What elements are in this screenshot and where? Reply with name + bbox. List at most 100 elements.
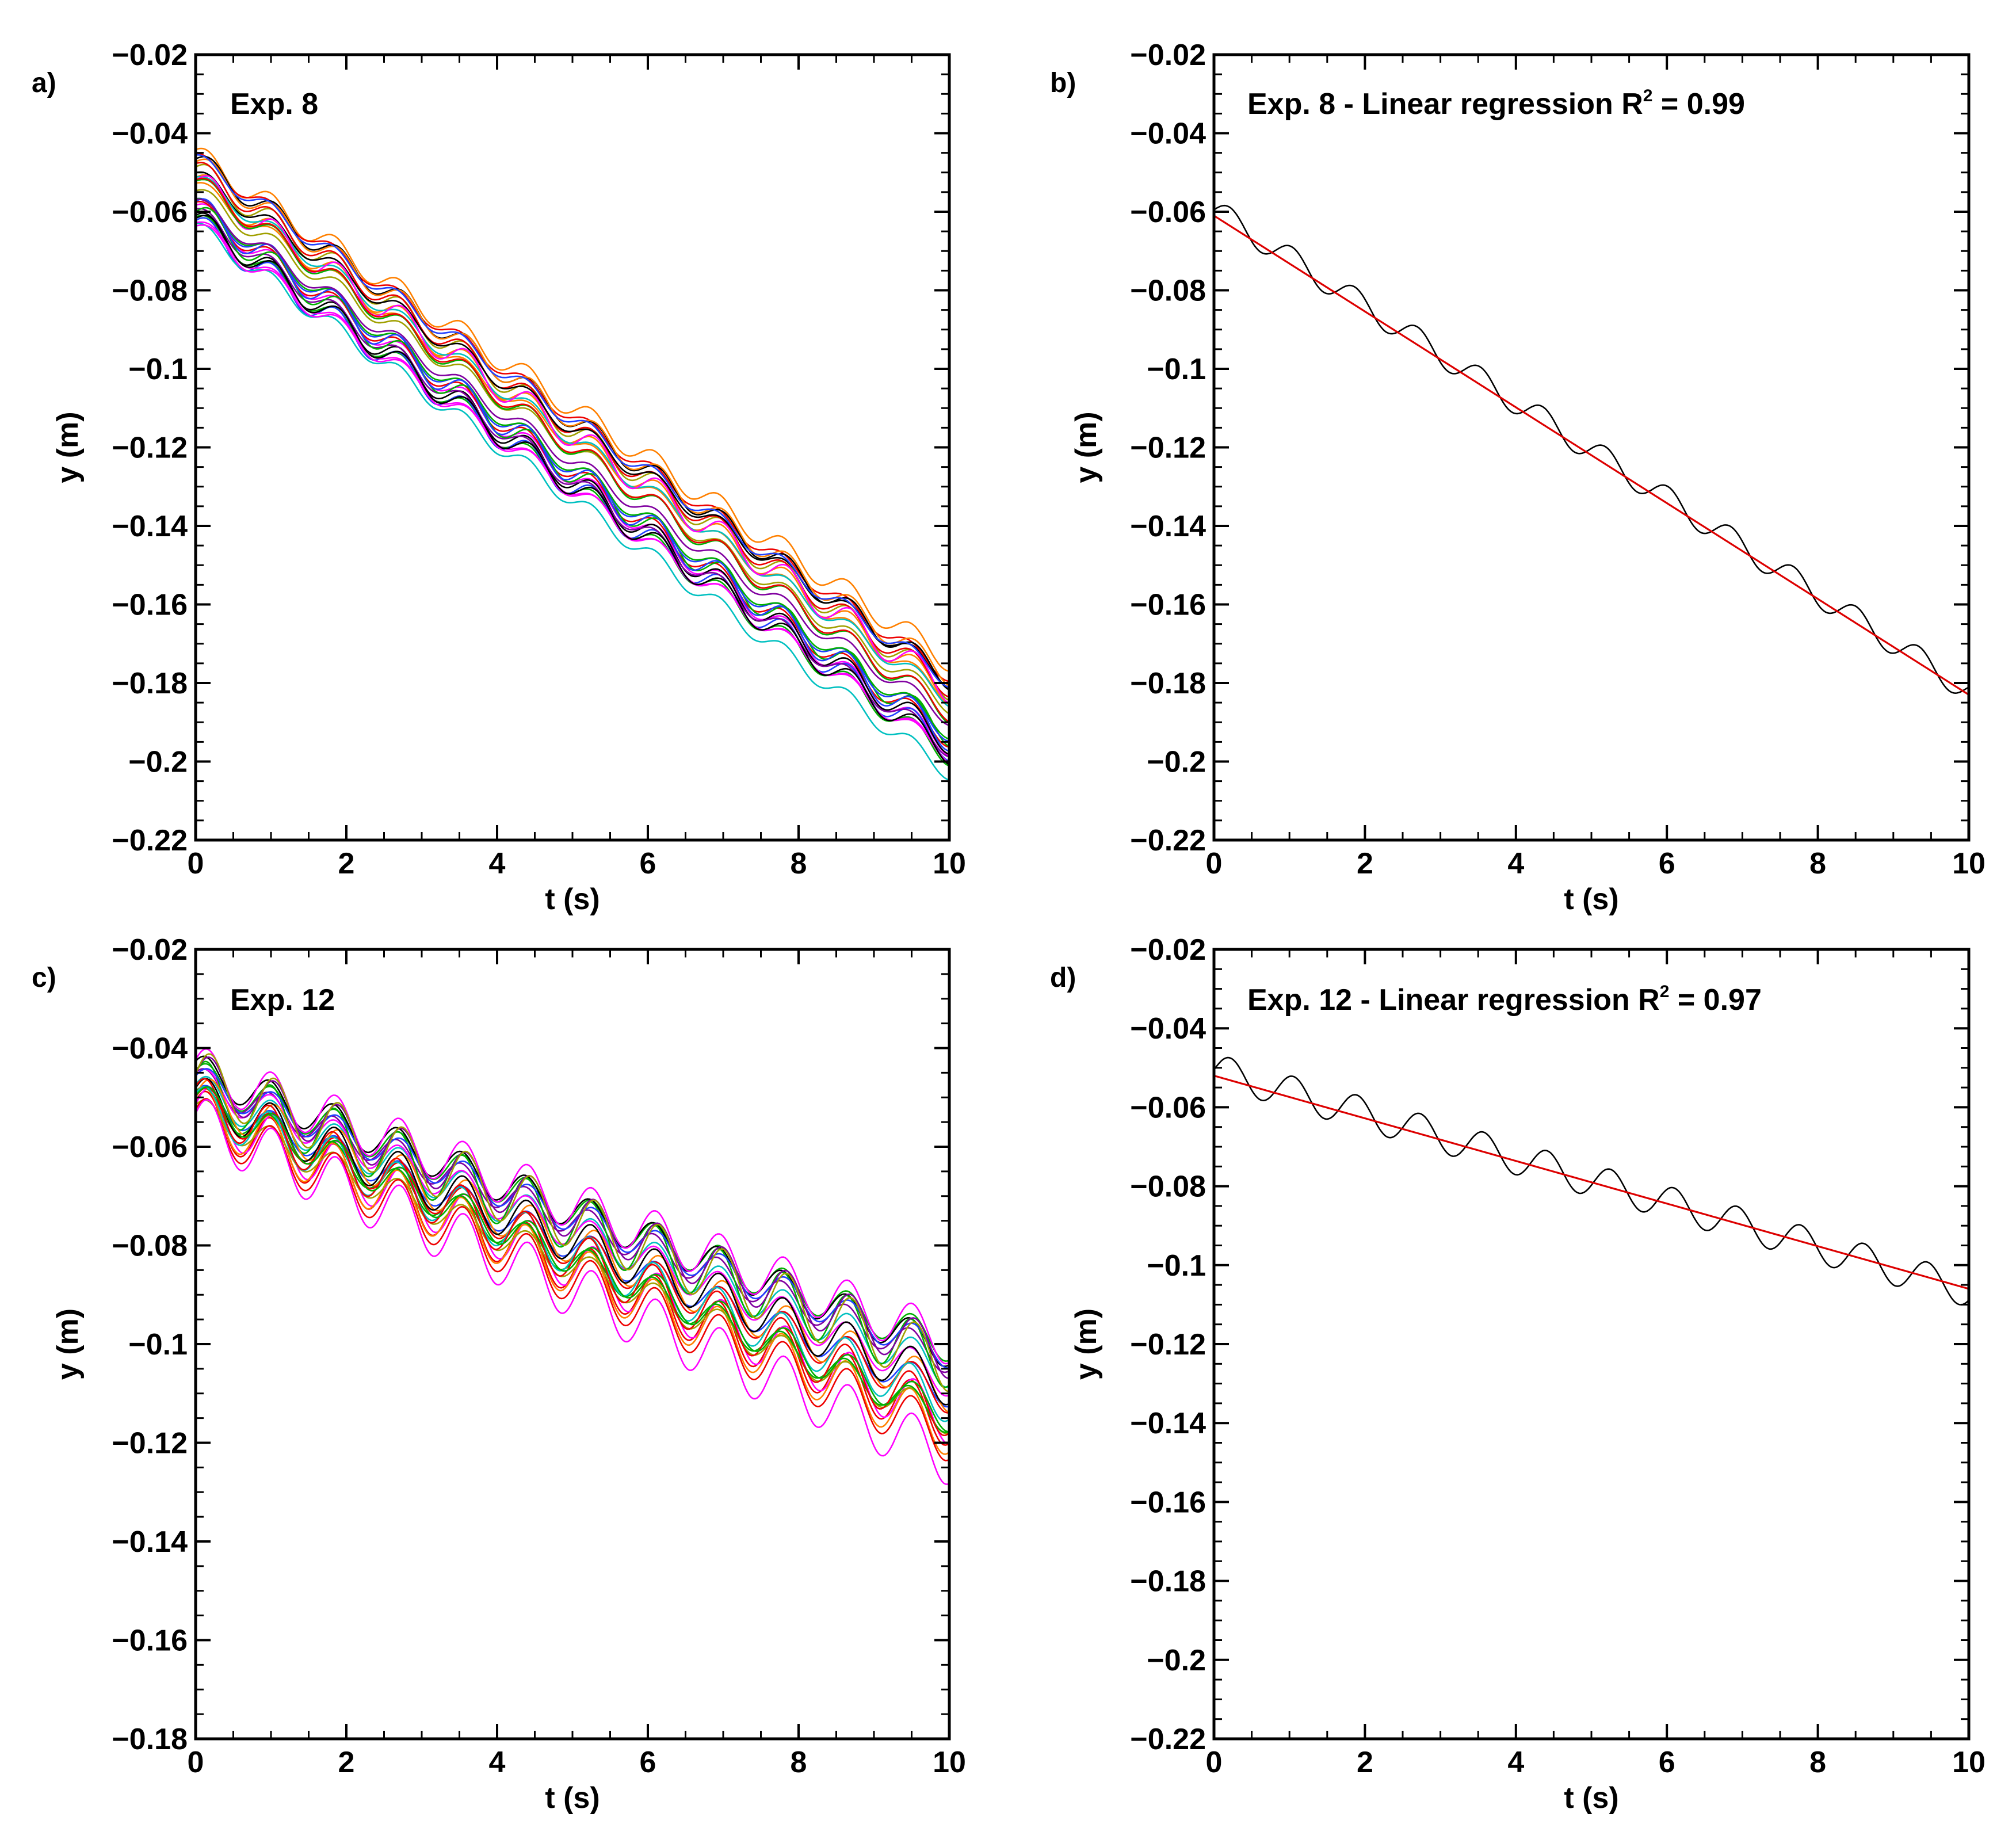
y-tick-label: −0.14 bbox=[112, 510, 188, 543]
trajectory-line bbox=[196, 1078, 949, 1406]
y-tick-label: −0.16 bbox=[112, 1624, 188, 1658]
trajectory-line bbox=[196, 178, 949, 724]
trajectory-line bbox=[196, 1068, 949, 1369]
x-tick-label: 10 bbox=[1952, 847, 1986, 880]
annotation-superscript: 2 bbox=[1660, 982, 1670, 1001]
y-tick-label: −0.06 bbox=[112, 1131, 188, 1164]
mean-trajectory-line bbox=[1214, 1056, 1969, 1306]
y-tick-label: −0.02 bbox=[1130, 933, 1206, 967]
trajectory-line bbox=[196, 1053, 949, 1392]
x-tick-label: 6 bbox=[640, 847, 656, 880]
annotation-superscript: 2 bbox=[1643, 86, 1653, 105]
y-tick-label: −0.1 bbox=[128, 353, 188, 386]
annotation-text: Exp. 8 bbox=[230, 87, 318, 121]
y-tick-label: −0.18 bbox=[1130, 667, 1206, 700]
y-tick-label: −0.12 bbox=[1130, 432, 1206, 465]
panel-c: 0 2 4 6 8 10 −0.18 −0.16 −0.14 −0.12 −0.1 −0.08 −0.0… bbox=[32, 933, 966, 1815]
trajectory-line bbox=[196, 217, 949, 762]
y-tick-label: −0.04 bbox=[1130, 117, 1206, 151]
trajectory-line bbox=[196, 175, 949, 708]
plot-area bbox=[196, 1048, 949, 1485]
y-tick-label: −0.08 bbox=[112, 1230, 188, 1263]
y-tick-label: −0.04 bbox=[112, 117, 188, 151]
plot-area bbox=[196, 147, 949, 781]
y-tick-label: −0.18 bbox=[112, 667, 188, 700]
x-tick-label: 0 bbox=[188, 847, 204, 880]
trajectory-line bbox=[196, 197, 949, 740]
trajectory-line bbox=[196, 174, 949, 705]
panel-b: 0 2 4 6 8 10−0.22−0.2−0.18−0.16−0.14−0.12−0.1… bbox=[1050, 39, 1986, 916]
x-tick-label: 2 bbox=[1357, 1746, 1373, 1779]
trajectory-line bbox=[196, 154, 949, 688]
y-tick-label: −0.22 bbox=[1130, 1723, 1206, 1756]
plot-area bbox=[1214, 1056, 1969, 1306]
y-tick-label: −0.2 bbox=[1147, 1644, 1206, 1677]
y-tick-label: −0.04 bbox=[112, 1032, 188, 1066]
regression-line bbox=[1214, 1074, 1969, 1290]
y-tick-label: −0.18 bbox=[1130, 1565, 1206, 1598]
mean-trajectory-line bbox=[1214, 204, 1969, 694]
panel-letter: d) bbox=[1050, 963, 1076, 993]
y-tick-label: −0.14 bbox=[1130, 510, 1206, 543]
trajectory-line bbox=[196, 162, 949, 698]
x-tick-label: 2 bbox=[1357, 847, 1373, 880]
trajectory-line bbox=[196, 155, 949, 691]
trajectory-line bbox=[196, 1068, 949, 1373]
panel-letter: c) bbox=[32, 963, 56, 993]
annotation-r2-value: = 0.99 bbox=[1652, 87, 1744, 121]
x-axis-title: t (s) bbox=[1564, 1781, 1618, 1815]
y-tick-label: −0.08 bbox=[112, 274, 188, 308]
panel-annotation: Exp. 12 bbox=[230, 983, 335, 1017]
x-tick-label: 6 bbox=[1659, 1746, 1675, 1779]
panel-annotation: Exp. 12 - Linear regression R2 = 0.97 bbox=[1247, 982, 1762, 1017]
y-tick-label: −0.1 bbox=[1147, 1249, 1206, 1283]
x-axis-title: t (s) bbox=[545, 883, 600, 916]
trajectory-line bbox=[196, 215, 949, 766]
trajectory-line bbox=[196, 198, 949, 727]
annotation-r2-value: = 0.97 bbox=[1669, 983, 1761, 1017]
y-tick-label: −0.16 bbox=[1130, 1486, 1206, 1519]
trajectory-line bbox=[196, 1098, 949, 1461]
y-tick-label: −0.2 bbox=[1147, 746, 1206, 779]
trajectory-line bbox=[196, 177, 949, 723]
x-tick-label: 6 bbox=[640, 1746, 656, 1779]
annotation-text: Exp. 8 - Linear regression R bbox=[1247, 87, 1643, 121]
panel-letter: a) bbox=[32, 68, 56, 98]
y-tick-label: −0.14 bbox=[112, 1525, 188, 1559]
panel-d: 0 2 4 6 8 10−0.22−0.2−0.18−0.16−0.14−0.12−0.1… bbox=[1050, 933, 1986, 1815]
y-axis-title: y (m) bbox=[51, 411, 85, 483]
x-tick-label: 0 bbox=[1206, 1746, 1223, 1779]
trajectory-line bbox=[196, 1056, 949, 1379]
x-tick-label: 8 bbox=[1809, 1746, 1826, 1779]
panel-letter: b) bbox=[1050, 68, 1076, 98]
plot-frame bbox=[194, 53, 951, 842]
y-tick-label: −0.02 bbox=[112, 933, 188, 967]
x-tick-label: 0 bbox=[1206, 847, 1223, 880]
panel-annotation: Exp. 8 - Linear regression R2 = 0.99 bbox=[1247, 86, 1745, 121]
y-tick-label: −0.22 bbox=[1130, 824, 1206, 857]
x-tick-label: 10 bbox=[1952, 1746, 1986, 1779]
y-tick-label: −0.08 bbox=[1130, 274, 1206, 308]
trajectory-line bbox=[196, 1086, 949, 1422]
plot-area bbox=[1214, 204, 1969, 696]
trajectory-line bbox=[196, 208, 949, 758]
y-axis-title: y (m) bbox=[51, 1308, 85, 1380]
plot-frame bbox=[1212, 53, 1971, 842]
y-tick-label: −0.12 bbox=[1130, 1328, 1206, 1361]
y-tick-label: −0.12 bbox=[112, 432, 188, 465]
trajectory-line bbox=[196, 1055, 949, 1367]
y-tick-label: −0.1 bbox=[128, 1328, 188, 1361]
x-tick-label: 4 bbox=[1507, 847, 1524, 880]
y-tick-label: −0.06 bbox=[1130, 196, 1206, 229]
regression-line bbox=[1214, 215, 1969, 696]
y-tick-label: −0.04 bbox=[1130, 1012, 1206, 1045]
y-tick-label: −0.22 bbox=[112, 824, 188, 857]
x-tick-label: 10 bbox=[933, 847, 966, 880]
trajectory-line bbox=[196, 1090, 949, 1446]
trajectory-line bbox=[196, 1078, 949, 1437]
trajectory-line bbox=[196, 163, 949, 701]
y-tick-label: −0.2 bbox=[128, 746, 188, 779]
y-tick-label: −0.16 bbox=[1130, 589, 1206, 622]
y-tick-label: −0.16 bbox=[112, 589, 188, 622]
